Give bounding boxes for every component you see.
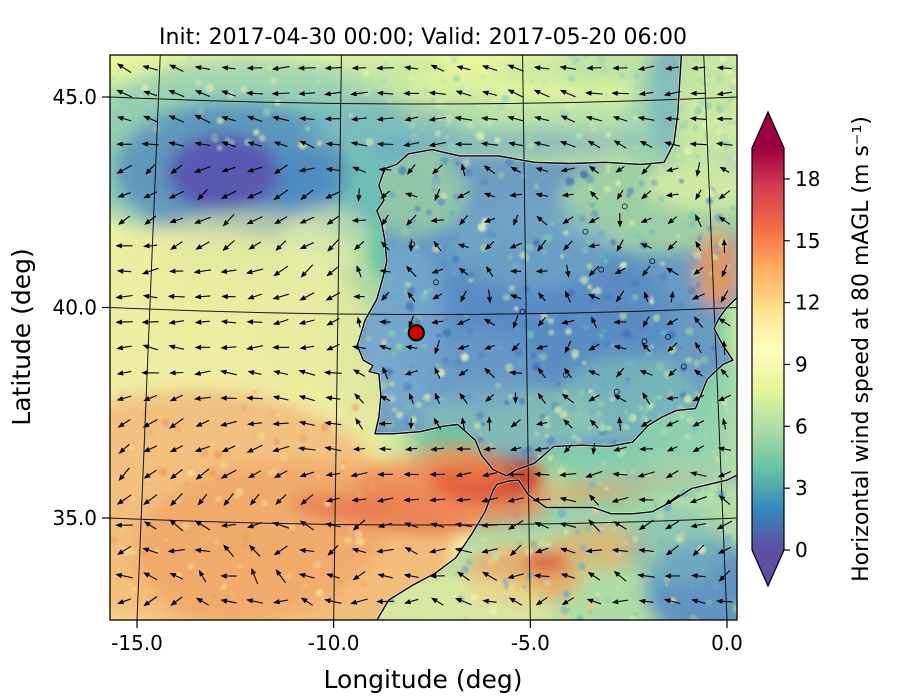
axes-frame: -15.0 -10.0 -5.0 0.0 35.0 40.0 45.0 — [52, 54, 743, 655]
wind-arrows — [115, 63, 733, 607]
colorbar-extend-max — [752, 112, 784, 148]
colorbar-tick-label: 0 — [795, 538, 808, 562]
colorbar-tick-label: 15 — [795, 229, 820, 253]
y-tick-label: 35.0 — [52, 506, 97, 530]
x-tick-label: -5.0 — [511, 631, 550, 655]
colorbar-tick-label: 6 — [795, 414, 808, 438]
colorbar-tick-label: 12 — [795, 291, 820, 315]
colorbar-tick-label: 3 — [795, 476, 808, 500]
plot-dynamic-content: -15.0 -10.0 -5.0 0.0 35.0 40.0 45.0 0 3 6 9 12 15 18 — [52, 54, 820, 655]
y-tick-label: 45.0 — [52, 85, 97, 109]
x-tick-label: -15.0 — [111, 631, 163, 655]
y-axis-label: Latitude (deg) — [7, 248, 36, 425]
colorbar-gradient — [752, 148, 784, 550]
plot-title: Init: 2017-04-30 00:00; Valid: 2017-05-2… — [159, 25, 687, 50]
colorbar-extend-min — [752, 550, 784, 586]
x-axis-label: Longitude (deg) — [324, 665, 523, 694]
colorbar-label: Horizontal wind speed at 80 mAGL (m s⁻¹) — [849, 116, 874, 582]
site-marker — [407, 324, 425, 342]
heatmap-layer — [110, 55, 737, 620]
colorbar-tick-label: 18 — [795, 167, 820, 191]
x-tick-label: 0.0 — [711, 631, 743, 655]
colorbar: 0 3 6 9 12 15 18 — [751, 110, 820, 588]
y-tick-label: 40.0 — [52, 296, 97, 320]
colorbar-tick-label: 9 — [795, 352, 808, 376]
x-tick-label: -10.0 — [308, 631, 360, 655]
